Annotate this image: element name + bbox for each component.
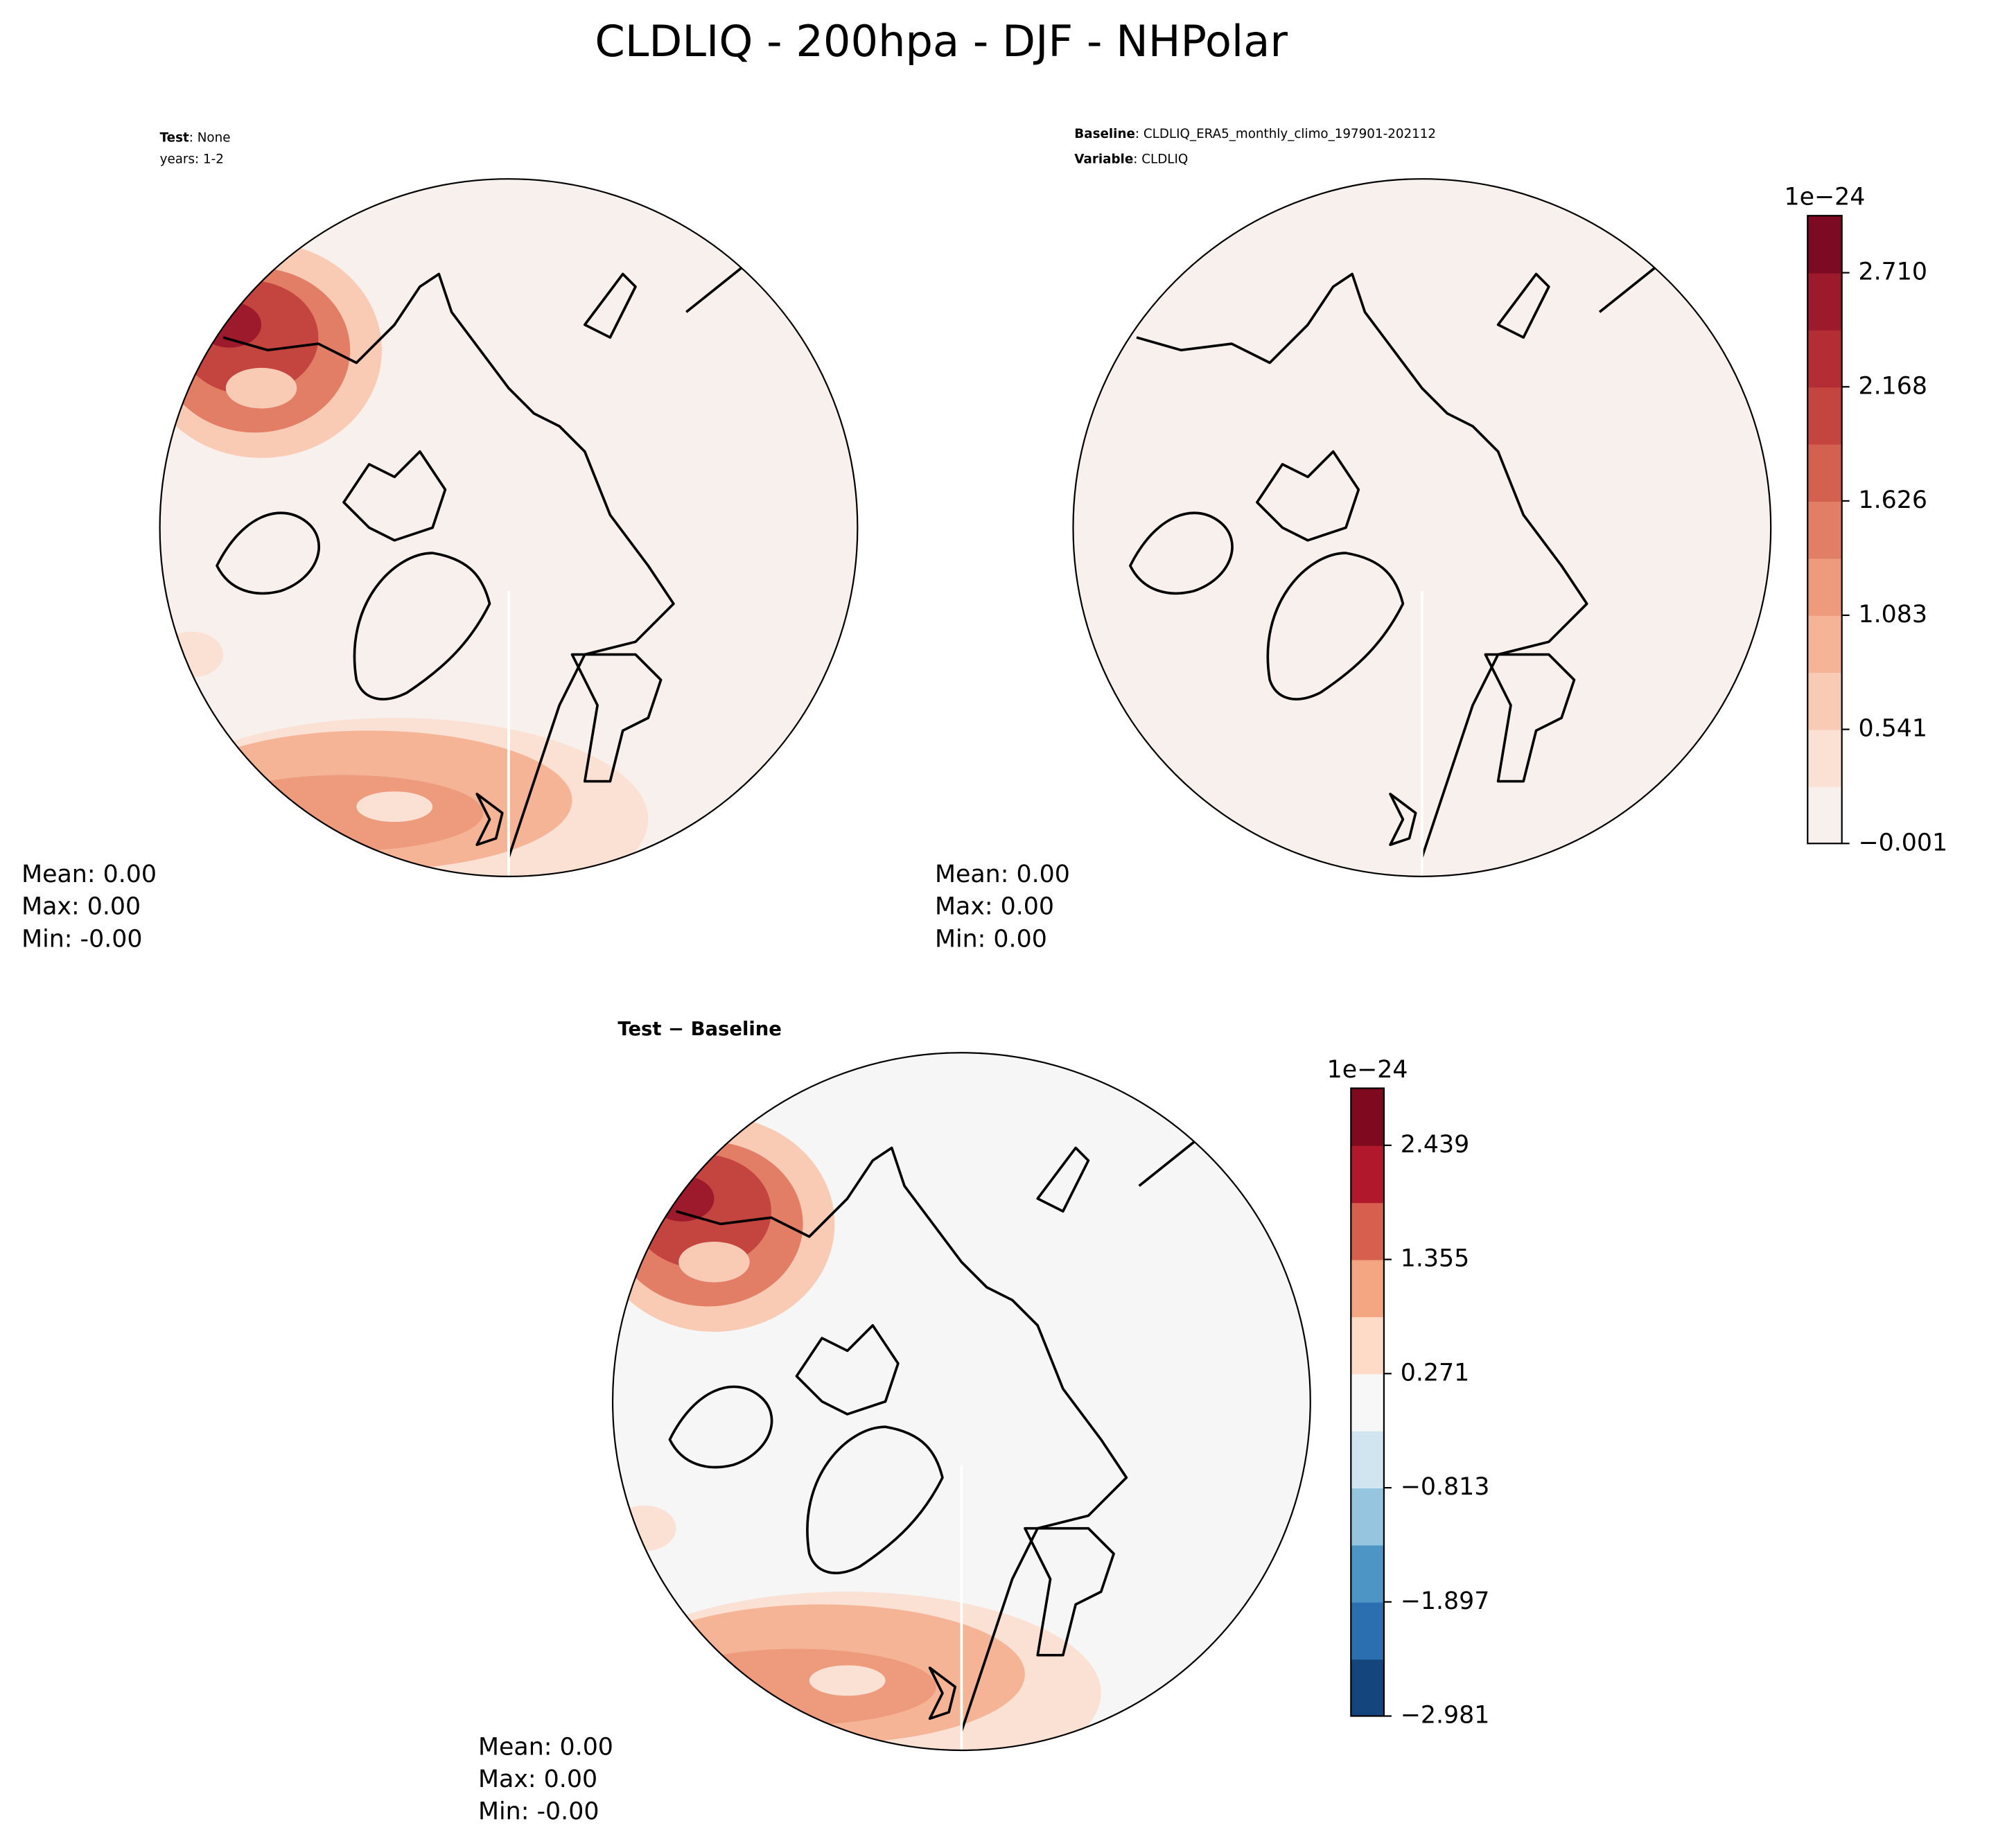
colorbar-band: [1807, 615, 1842, 674]
colorbar-band: [1351, 1430, 1384, 1489]
panel-header: years: 1-2: [160, 152, 224, 167]
header-key: Variable: [1074, 152, 1133, 167]
colorbar-band: [1807, 501, 1842, 559]
colorbar-band: [1807, 786, 1842, 845]
colorbar-band: [1351, 1601, 1384, 1660]
colorbar-tick-label: −0.001: [1858, 829, 1947, 856]
polar-map: [1072, 178, 1772, 877]
colorbar-tick-label: 2.710: [1858, 258, 1927, 286]
colorbar-band: [1351, 1259, 1384, 1317]
polar-map: [611, 1052, 1311, 1752]
colorbar-band: [1351, 1316, 1384, 1375]
colorbar-band: [1351, 1373, 1384, 1432]
colorbar-tick-label: 1.626: [1858, 486, 1927, 514]
colorbar-tick-label: 1.083: [1858, 601, 1927, 628]
colorbar-tick-label: 0.271: [1401, 1359, 1470, 1387]
colorbar-band: [1351, 1545, 1384, 1603]
colorbar-band: [1351, 1088, 1384, 1146]
colorbar-tick-label: 2.168: [1858, 372, 1927, 400]
colorbar-tick-label: 1.355: [1401, 1245, 1470, 1273]
colorbar-offset: 1e−24: [1327, 1056, 1408, 1084]
colorbar-band: [1351, 1145, 1384, 1204]
panel-stat: Mean: 0.00: [935, 861, 1070, 888]
colorbar-tick-label: −0.813: [1401, 1473, 1490, 1501]
colorbar-band: [1807, 329, 1842, 388]
colorbar-tick-label: −1.897: [1401, 1587, 1490, 1615]
header-key: Baseline: [1074, 127, 1135, 141]
panel-stat: Min: -0.00: [478, 1798, 599, 1826]
polar-map: [159, 178, 859, 877]
header-value: : None: [189, 131, 231, 146]
panel-title: Test − Baseline: [617, 1019, 782, 1040]
panel-header: Baseline: CLDLIQ_ERA5_monthly_climo_1979…: [1074, 127, 1436, 141]
panel-stat: Max: 0.00: [21, 893, 141, 921]
colorbar-band: [1807, 443, 1842, 502]
panel-stat: Min: -0.00: [21, 925, 142, 953]
colorbar-frame: [1807, 215, 1843, 845]
header-value: : CLDLIQ_ERA5_monthly_climo_197901-20211…: [1135, 127, 1436, 141]
panel-stat: Max: 0.00: [935, 893, 1054, 921]
map-clip: [1073, 179, 1771, 877]
panel-header: Variable: CLDLIQ: [1074, 152, 1188, 167]
panel-stat: Min: 0.00: [935, 925, 1047, 953]
colorbar-band: [1351, 1659, 1384, 1717]
header-value: : CLDLIQ: [1133, 152, 1188, 167]
header-key: Test: [160, 131, 189, 146]
colorbar-band: [1807, 215, 1842, 274]
map-border: [1072, 178, 1772, 877]
colorbar-band: [1351, 1202, 1384, 1260]
map-border: [611, 1052, 1311, 1752]
colorbar-band: [1351, 1488, 1384, 1546]
colorbar-frame: [1350, 1087, 1385, 1717]
panel-stat: Mean: 0.00: [21, 861, 157, 888]
map-border: [159, 178, 859, 877]
colorbar-offset: 1e−24: [1785, 184, 1866, 211]
figure-title: CLDLIQ - 200hpa - DJF - NHPolar: [595, 16, 1288, 67]
colorbar-band: [1807, 672, 1842, 730]
header-value: years: 1-2: [160, 152, 224, 167]
colorbar-band: [1807, 729, 1842, 787]
panel-header: Test: None: [160, 131, 231, 146]
colorbar-tick-label: 2.439: [1401, 1131, 1470, 1159]
colorbar-tick-label: −2.981: [1401, 1702, 1490, 1730]
colorbar-band: [1807, 558, 1842, 616]
colorbar-band: [1807, 387, 1842, 445]
map-background: [1073, 179, 1771, 877]
colorbar-band: [1807, 272, 1842, 331]
map-clip: [159, 179, 858, 877]
colorbar-tick-label: 0.541: [1858, 715, 1927, 743]
panel-stat: Max: 0.00: [478, 1766, 597, 1793]
map-clip: [613, 1053, 1311, 1750]
panel-stat: Mean: 0.00: [478, 1733, 613, 1761]
